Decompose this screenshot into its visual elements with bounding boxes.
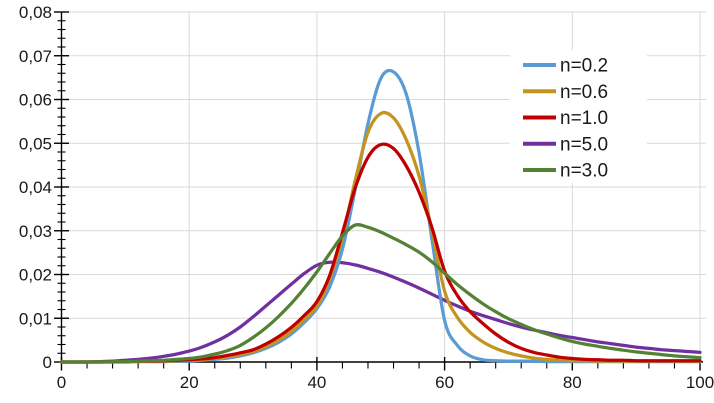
x-tick-label: 0 bbox=[57, 373, 66, 392]
legend-label: n=0.2 bbox=[560, 56, 608, 77]
series-line-n3.0 bbox=[59, 223, 702, 364]
y-tick-label: 0,06 bbox=[19, 91, 52, 110]
x-tick-label: 60 bbox=[435, 373, 454, 392]
x-tick-label: 100 bbox=[686, 373, 714, 392]
y-tick-label: 0,05 bbox=[19, 134, 52, 153]
legend-label: n=5.0 bbox=[560, 134, 608, 155]
x-tick-label: 20 bbox=[180, 373, 199, 392]
y-tick-label: 0 bbox=[43, 353, 52, 372]
y-tick-label: 0,02 bbox=[19, 266, 52, 285]
y-tick-label: 0,08 bbox=[19, 3, 52, 22]
x-tick-label: 80 bbox=[563, 373, 582, 392]
y-tick-label: 0,07 bbox=[19, 47, 52, 66]
y-tick-label: 0,04 bbox=[19, 178, 52, 197]
legend-label: n=0.6 bbox=[560, 82, 608, 103]
y-tick-label: 0,01 bbox=[19, 309, 52, 328]
series-line-n5.0 bbox=[59, 260, 702, 364]
x-tick-label: 40 bbox=[307, 373, 326, 392]
y-tick-label: 0,03 bbox=[19, 222, 52, 241]
legend-label: n=1.0 bbox=[560, 108, 608, 129]
legend-label: n=3.0 bbox=[560, 161, 608, 182]
